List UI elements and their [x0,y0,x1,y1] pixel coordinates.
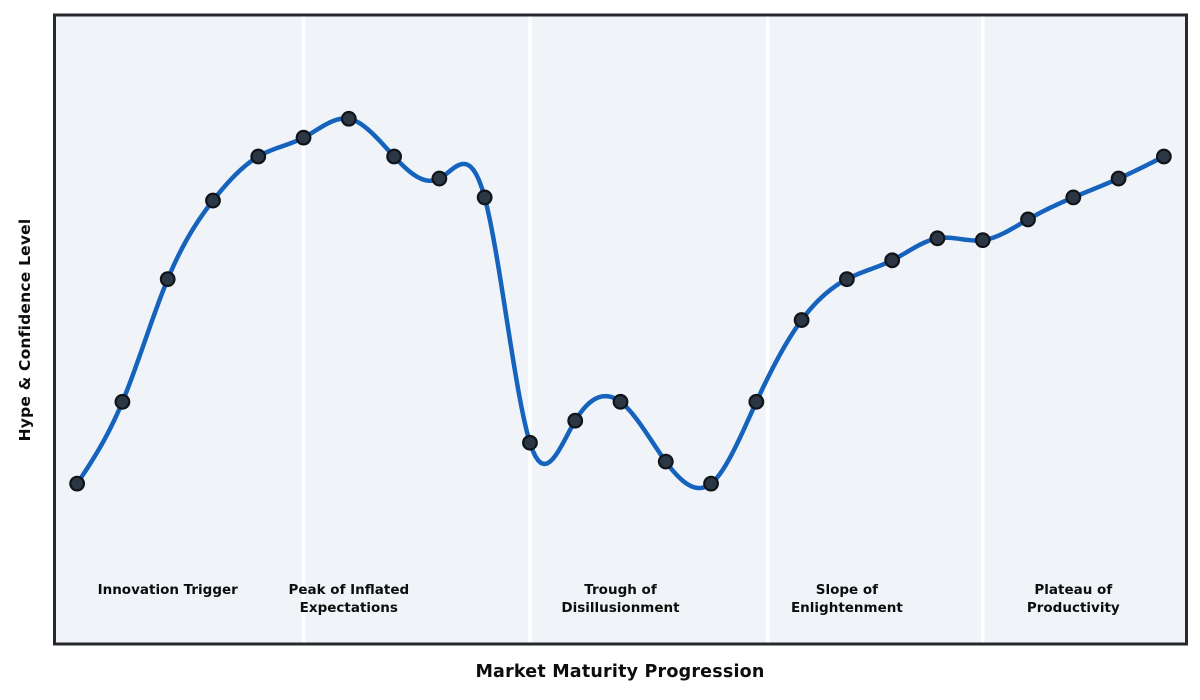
data-point [657,453,674,470]
y-axis-label: Hype & Confidence Level [16,218,34,442]
data-point [386,148,403,165]
data-point [567,412,584,429]
data-point [793,312,810,328]
data-point [1155,148,1172,165]
data-point [295,129,312,146]
phase-label: Plateau of Productivity [1027,582,1120,616]
data-point [1020,211,1036,228]
phase-label: Trough of Disillusionment [561,582,680,616]
data-point [612,393,629,410]
data-point [340,110,357,127]
data-point [431,170,448,187]
x-axis-label: Market Maturity Progression [475,662,765,682]
data-point [159,271,176,288]
data-point [1110,170,1127,187]
data-point [703,475,719,492]
phase-label: Peak of Inflated Expectations [288,582,409,616]
plot-area [54,15,1187,644]
phase-label: Slope of Enlightenment [791,582,903,616]
data-point [1065,189,1082,206]
plot-border [53,13,1188,646]
phase-label: Innovation Trigger [98,582,239,598]
data-point [884,252,901,269]
data-point [250,148,267,165]
data-point [839,271,855,288]
data-point [205,192,221,209]
data-point [522,434,538,451]
data-point [929,230,946,247]
data-point [476,189,493,206]
data-point [748,393,765,410]
data-point [69,475,86,492]
data-point [114,393,131,410]
data-point [974,232,991,249]
